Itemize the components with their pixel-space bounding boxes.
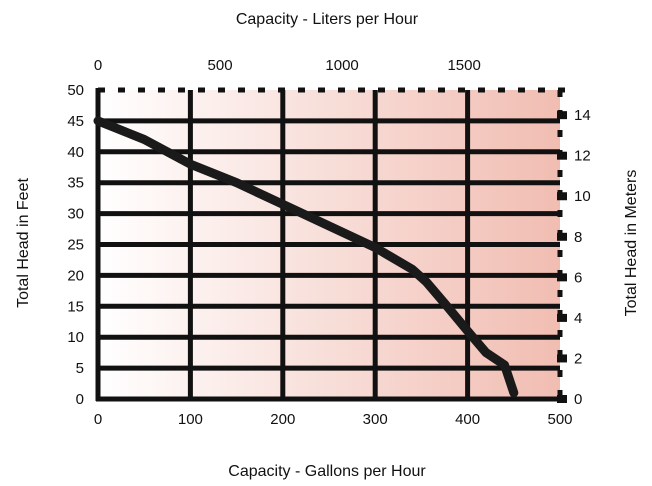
x2-tick-label: 1000 xyxy=(325,57,358,74)
y-tick-label: 10 xyxy=(67,329,84,346)
y2-tick-mark xyxy=(557,273,567,282)
y2-axis-title: Total Head in Meters xyxy=(623,170,640,317)
y2-tick-label: 6 xyxy=(574,269,582,286)
y-tick-label: 30 xyxy=(67,206,84,223)
y-tick-label: 20 xyxy=(67,267,84,284)
y-tick-label: 0 xyxy=(76,391,84,408)
x2-tick-label: 0 xyxy=(94,57,102,74)
axes xyxy=(95,87,567,403)
y2-tick-label: 2 xyxy=(574,350,582,367)
y-tick-label: 50 xyxy=(67,82,84,99)
y2-tick-mark xyxy=(557,313,567,322)
y-tick-label: 5 xyxy=(76,360,84,377)
x-tick-label: 300 xyxy=(363,411,388,428)
y2-tick-label: 0 xyxy=(574,391,582,408)
y2-tick-mark xyxy=(557,111,567,120)
x-tick-label: 500 xyxy=(547,411,572,428)
series-line xyxy=(93,116,519,398)
y2-tick-mark xyxy=(557,151,567,160)
series-layer xyxy=(93,116,519,398)
y-tick-label: 35 xyxy=(67,175,84,192)
y2-tick-label: 10 xyxy=(574,188,591,205)
x2-tick-label: 500 xyxy=(208,57,233,74)
y2-tick-label: 12 xyxy=(574,148,591,165)
x2-tick-label: 1500 xyxy=(447,57,480,74)
y2-tick-mark xyxy=(557,192,567,201)
y-tick-label: 45 xyxy=(67,113,84,130)
x-axis-title: Capacity - Gallons per Hour xyxy=(228,463,426,480)
top-axis-title: Capacity - Liters per Hour xyxy=(236,11,419,28)
y2-tick-mark xyxy=(557,395,567,403)
y-tick-label: 25 xyxy=(67,237,84,254)
y-axis-title: Total Head in Feet xyxy=(15,178,32,308)
y2-tick-label: 14 xyxy=(574,107,591,124)
y2-tick-label: 8 xyxy=(574,229,582,246)
x-tick-label: 100 xyxy=(178,411,203,428)
y-tick-label: 15 xyxy=(67,298,84,315)
y2-tick-mark xyxy=(557,354,567,363)
y2-tick-mark xyxy=(557,232,567,241)
x-tick-label: 0 xyxy=(94,411,102,428)
y2-tick-label: 4 xyxy=(574,310,582,327)
y-tick-label: 40 xyxy=(67,144,84,161)
x-tick-label: 400 xyxy=(455,411,480,428)
x-tick-label: 200 xyxy=(270,411,295,428)
